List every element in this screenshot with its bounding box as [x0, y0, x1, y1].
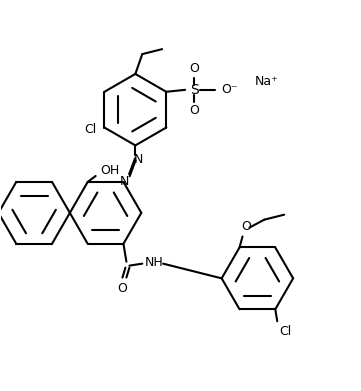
Text: O: O: [189, 104, 199, 117]
Text: N: N: [134, 153, 143, 166]
Text: NH: NH: [145, 256, 164, 269]
Text: O: O: [242, 220, 251, 233]
Text: O: O: [118, 282, 127, 295]
Text: Cl: Cl: [84, 123, 97, 136]
Text: O: O: [189, 63, 199, 75]
Text: O⁻: O⁻: [222, 83, 238, 96]
Text: OH: OH: [100, 163, 119, 176]
Text: S: S: [190, 83, 199, 97]
Text: N: N: [120, 175, 129, 188]
Text: Cl: Cl: [279, 325, 291, 337]
Text: Na⁺: Na⁺: [255, 75, 278, 88]
